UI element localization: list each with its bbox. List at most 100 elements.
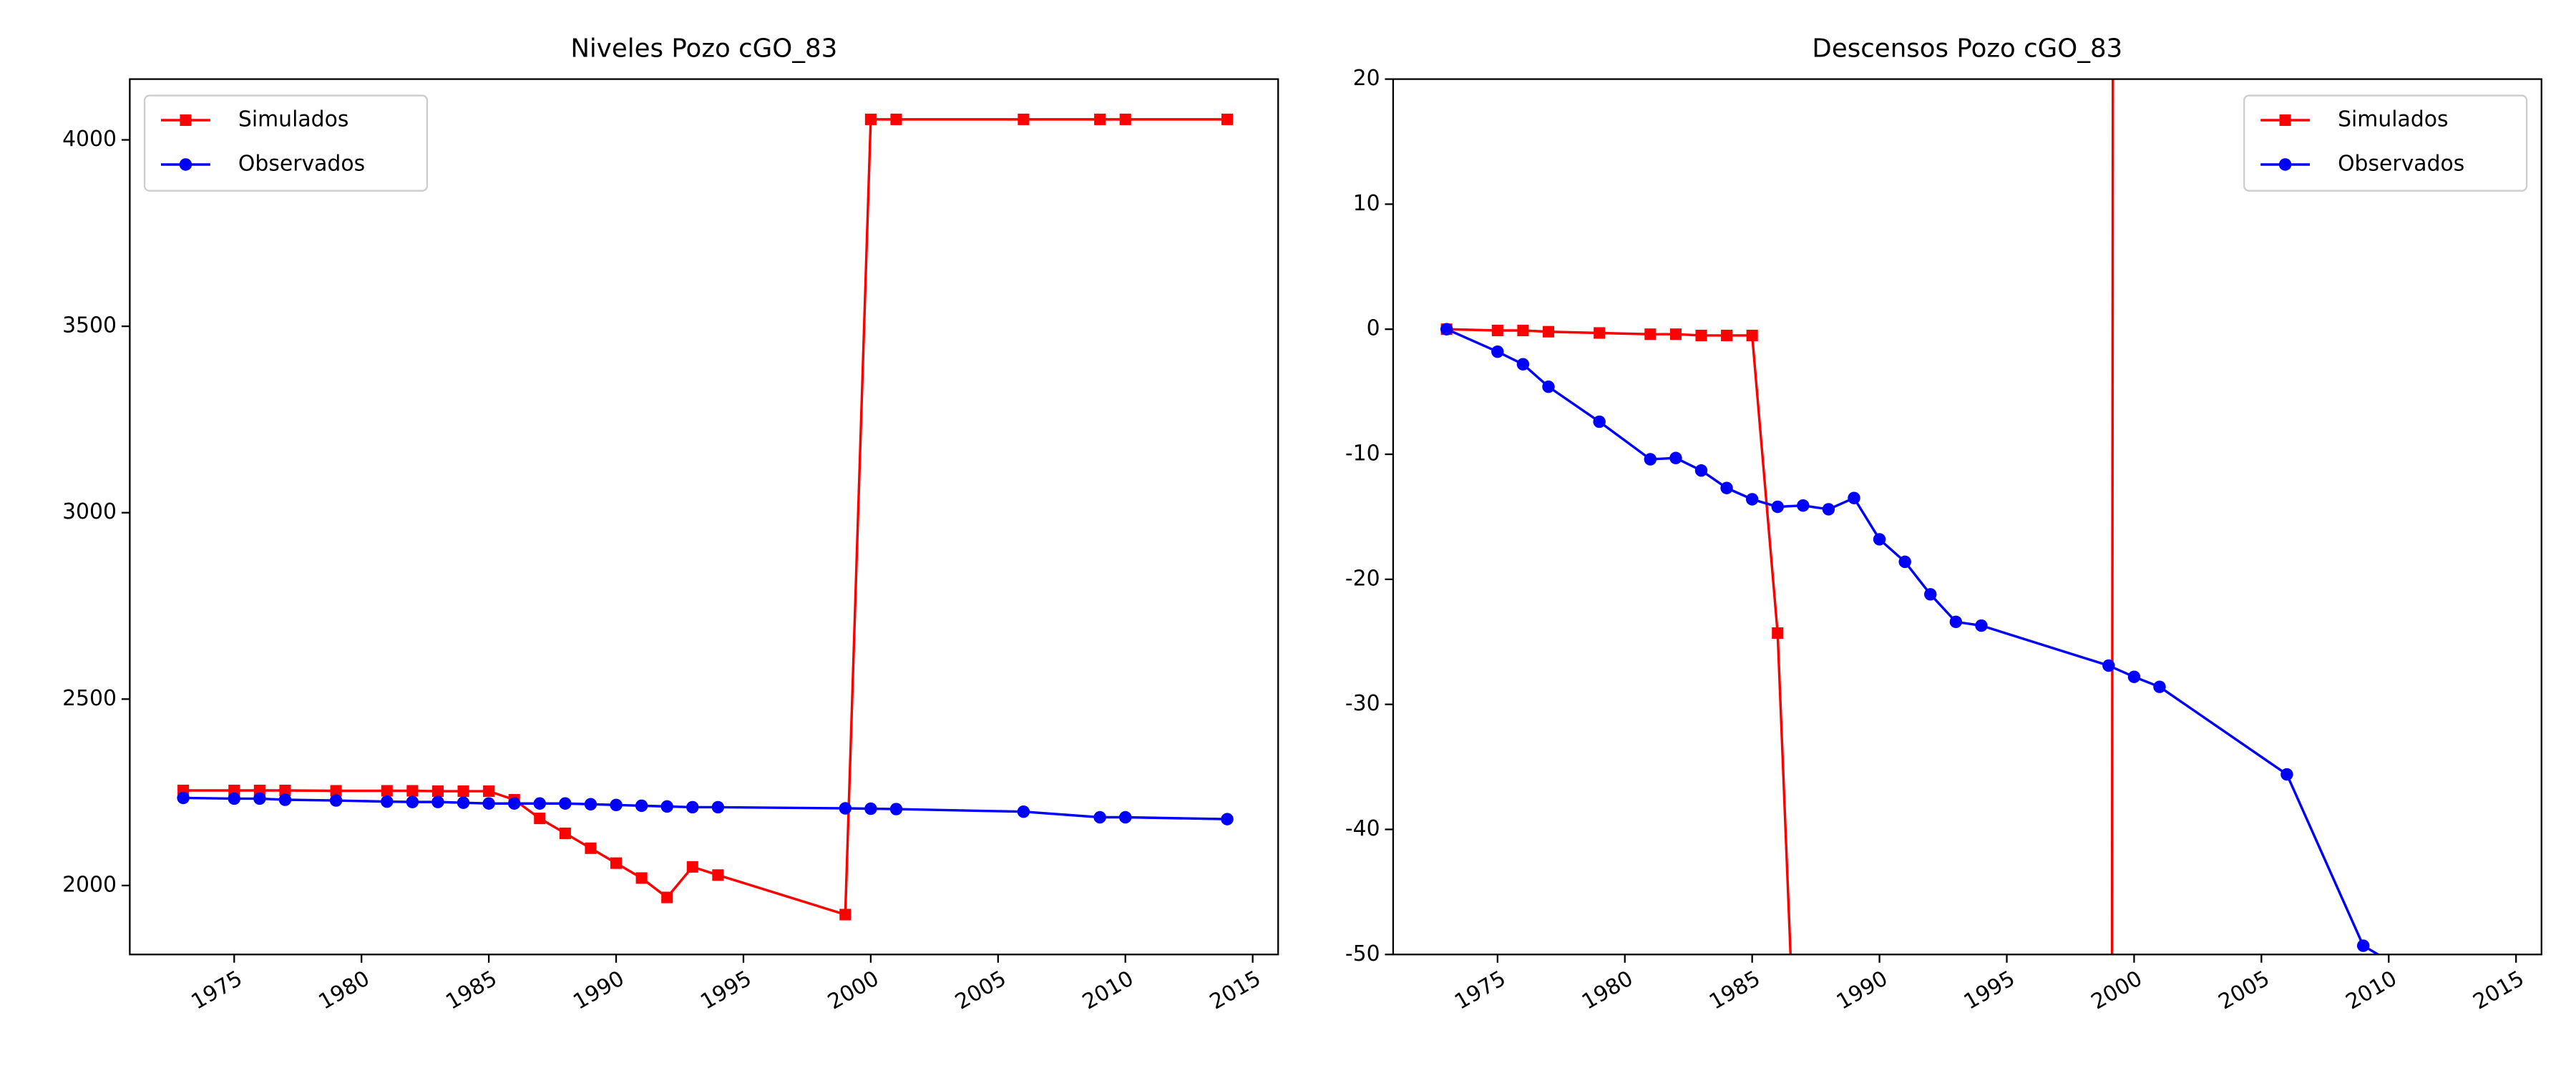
marker xyxy=(864,802,877,815)
marker xyxy=(2356,939,2370,952)
marker xyxy=(180,114,192,127)
marker xyxy=(534,813,546,825)
axes-frame xyxy=(129,78,1279,956)
axes-frame xyxy=(1392,78,2542,956)
marker xyxy=(279,784,291,797)
marker xyxy=(2279,114,2291,127)
marker xyxy=(1018,113,1030,125)
marker xyxy=(1669,451,1682,465)
marker xyxy=(278,793,292,806)
marker xyxy=(1695,329,1707,341)
marker xyxy=(660,800,673,813)
legend: Simulados Observados xyxy=(143,94,429,192)
marker xyxy=(482,797,495,810)
x-tick-label: 1985 xyxy=(441,966,501,1014)
y-tick-label: 3500 xyxy=(62,313,117,338)
marker xyxy=(584,798,597,811)
x-tick-label: 1995 xyxy=(696,966,756,1014)
marker xyxy=(1517,324,1529,337)
marker xyxy=(1924,588,1937,601)
marker xyxy=(2127,670,2141,683)
marker xyxy=(179,158,192,171)
x-tick-label: 1990 xyxy=(569,966,628,1014)
marker xyxy=(1746,329,1758,341)
marker xyxy=(559,827,571,839)
marker xyxy=(457,796,470,809)
marker xyxy=(686,861,698,873)
x-tick-label: 1975 xyxy=(187,966,246,1014)
marker xyxy=(1772,627,1784,640)
chart-title: Niveles Pozo cGO_83 xyxy=(570,34,837,63)
marker xyxy=(635,799,648,813)
marker xyxy=(661,891,673,903)
marker xyxy=(1669,328,1682,340)
x-tick-label: 1975 xyxy=(1450,966,1510,1014)
marker xyxy=(381,795,394,808)
marker xyxy=(839,908,852,921)
y-tick-label: -20 xyxy=(1345,566,1380,591)
marker xyxy=(253,792,266,805)
marker xyxy=(1094,113,1106,125)
x-tick-label: 2010 xyxy=(1078,966,1138,1014)
marker xyxy=(1119,113,1131,125)
marker xyxy=(1873,533,1886,546)
marker xyxy=(228,792,240,805)
x-tick-label: 1980 xyxy=(314,966,374,1014)
marker xyxy=(1118,810,1132,824)
marker xyxy=(1721,329,1733,341)
marker xyxy=(1491,345,1504,358)
marker xyxy=(712,869,724,881)
legend-box xyxy=(2243,94,2528,192)
x-tick-label: 2000 xyxy=(2087,966,2147,1014)
marker xyxy=(1822,503,1835,516)
marker xyxy=(1898,555,1911,569)
legend-box xyxy=(143,94,429,192)
marker xyxy=(1221,113,1234,125)
marker xyxy=(1516,358,1530,371)
legend: Simulados Observados xyxy=(2243,94,2528,192)
marker xyxy=(1694,464,1708,477)
x-tick-label: 1990 xyxy=(1833,966,1892,1014)
marker xyxy=(431,795,444,808)
plot-area xyxy=(177,113,1234,921)
marker xyxy=(585,842,597,854)
legend-label: Simulados xyxy=(2338,107,2448,132)
marker xyxy=(1542,325,1555,338)
marker xyxy=(431,785,444,798)
marker xyxy=(2153,680,2166,693)
marker xyxy=(533,797,547,810)
x-tick-label: 2010 xyxy=(2341,966,2401,1014)
plot-area xyxy=(1440,79,2497,1048)
marker xyxy=(1797,499,1810,512)
marker xyxy=(1848,491,1860,504)
legend-label: Observados xyxy=(238,151,365,176)
marker xyxy=(2280,768,2293,781)
y-tick-label: 10 xyxy=(1353,191,1380,216)
y-tick-label: 2500 xyxy=(62,686,117,711)
marker xyxy=(330,785,342,797)
series-line xyxy=(1445,328,2381,955)
marker xyxy=(890,113,902,125)
y-tick-label: -40 xyxy=(1345,816,1380,841)
marker xyxy=(1017,805,1030,818)
marker xyxy=(381,785,393,797)
marker xyxy=(329,794,343,807)
marker xyxy=(2102,659,2115,672)
marker xyxy=(2484,1036,2497,1048)
marker xyxy=(559,797,572,810)
marker xyxy=(507,797,521,810)
x-tick-label: 2000 xyxy=(824,966,883,1014)
marker xyxy=(1594,327,1606,339)
marker xyxy=(1720,481,1733,494)
legend-label: Observados xyxy=(2338,151,2464,176)
marker xyxy=(839,802,852,815)
y-tick-label: 2000 xyxy=(62,872,117,897)
marker xyxy=(610,857,623,869)
marker xyxy=(635,872,648,884)
marker xyxy=(1440,323,1453,335)
marker xyxy=(1221,813,1234,825)
marker xyxy=(1644,453,1657,466)
y-tick-label: -10 xyxy=(1345,441,1380,466)
marker xyxy=(2278,158,2292,171)
marker xyxy=(1093,810,1106,824)
